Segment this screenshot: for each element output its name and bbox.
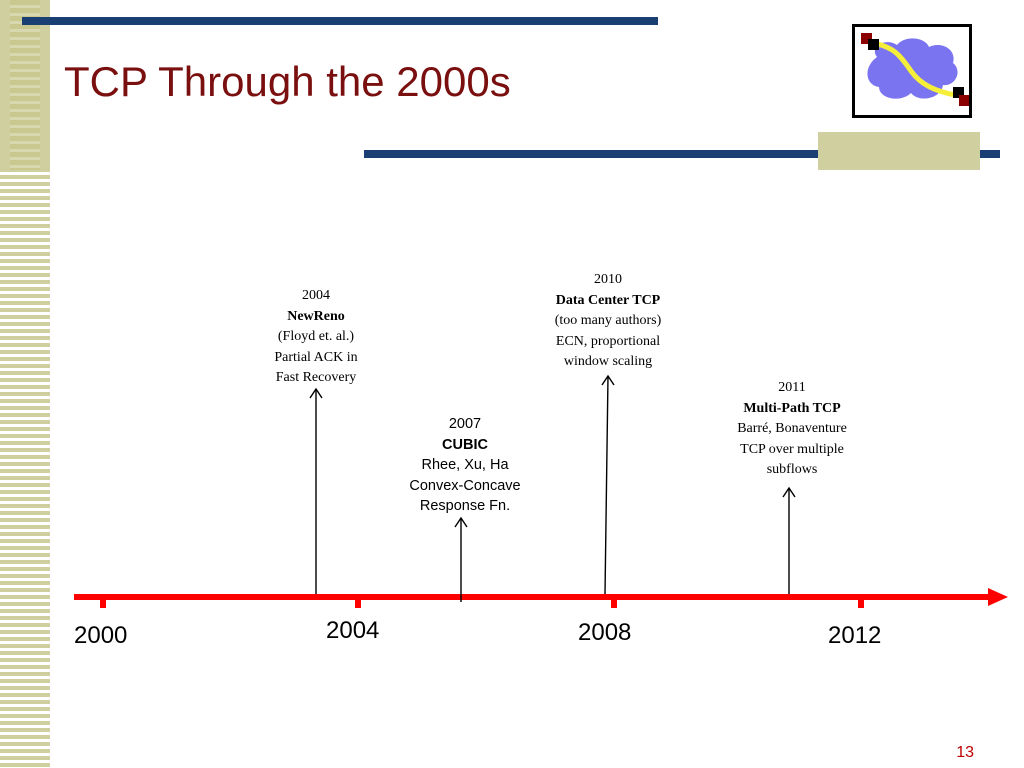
network-cloud-icon	[852, 24, 972, 118]
mid-box-decoration	[818, 132, 980, 170]
arrow-dctcp	[601, 374, 615, 595]
tick-2004	[355, 598, 361, 608]
event-newreno: 2004 NewReno (Floyd et. al.) Partial ACK…	[244, 286, 388, 389]
event-year: 2011	[778, 380, 806, 395]
event-detail: window scaling	[563, 354, 653, 369]
event-detail: Barré, Bonaventure	[737, 421, 847, 436]
arrow-mptcp	[782, 486, 796, 594]
page-number: 13	[956, 744, 974, 761]
event-detail: subflows	[766, 462, 818, 477]
timeline-axis	[74, 588, 1008, 606]
axis-label-2004: 2004	[326, 617, 380, 644]
event-year: 2004	[302, 288, 330, 303]
axis-label-2012: 2012	[828, 622, 882, 649]
event-name: Data Center TCP	[555, 292, 661, 308]
event-detail: TCP over multiple	[740, 441, 844, 457]
event-detail: Partial ACK in	[274, 349, 358, 365]
event-year: 2010	[594, 272, 622, 287]
event-detail: Rhee, Xu, Ha	[421, 457, 509, 473]
event-detail: Fast Recovery	[275, 370, 357, 385]
event-cubic: 2007 CUBIC Rhee, Xu, Ha Convex-Concave R…	[388, 414, 542, 517]
event-name: Multi-Path TCP	[743, 400, 841, 416]
mid-bar-decoration	[364, 150, 1000, 158]
event-detail: (too many authors)	[554, 313, 662, 328]
axis-label-2000: 2000	[74, 622, 128, 649]
event-detail: Convex-Concave	[409, 477, 521, 494]
event-name: CUBIC	[442, 436, 488, 453]
event-name: NewReno	[287, 308, 345, 324]
tick-2008	[611, 598, 617, 608]
event-detail: Response Fn.	[419, 498, 511, 514]
arrow-newreno	[309, 387, 323, 594]
axis-label-2008: 2008	[578, 619, 632, 646]
event-dctcp: 2010 Data Center TCP (too many authors) …	[522, 270, 694, 373]
event-year: 2007	[448, 416, 482, 432]
side-solid-strip-decoration	[10, 0, 40, 170]
arrow-cubic	[454, 516, 468, 602]
top-bar-decoration	[22, 17, 658, 25]
event-detail: ECN, proportional	[555, 333, 661, 349]
slide-title: TCP Through the 2000s	[64, 58, 511, 105]
tick-2012	[858, 598, 864, 608]
event-mptcp: 2011 Multi-Path TCP Barré, Bonaventure T…	[712, 378, 872, 481]
tick-2000	[100, 598, 106, 608]
event-detail: (Floyd et. al.)	[277, 329, 355, 344]
